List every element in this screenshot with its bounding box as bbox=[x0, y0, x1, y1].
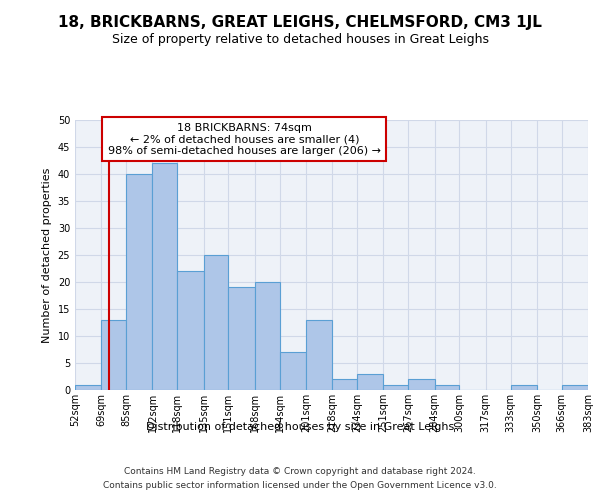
Bar bbox=[357, 374, 383, 390]
Y-axis label: Number of detached properties: Number of detached properties bbox=[42, 168, 52, 342]
Text: Distribution of detached houses by size in Great Leighs: Distribution of detached houses by size … bbox=[146, 422, 454, 432]
Bar bbox=[255, 282, 280, 390]
Bar bbox=[511, 384, 537, 390]
Text: Size of property relative to detached houses in Great Leighs: Size of property relative to detached ho… bbox=[112, 32, 488, 46]
Bar bbox=[306, 320, 332, 390]
Text: 18, BRICKBARNS, GREAT LEIGHS, CHELMSFORD, CM3 1JL: 18, BRICKBARNS, GREAT LEIGHS, CHELMSFORD… bbox=[58, 15, 542, 30]
Bar bbox=[203, 255, 229, 390]
Bar bbox=[280, 352, 306, 390]
Bar bbox=[101, 320, 126, 390]
Bar bbox=[383, 384, 408, 390]
Bar bbox=[434, 384, 460, 390]
Bar bbox=[177, 271, 203, 390]
Bar bbox=[229, 288, 255, 390]
Bar bbox=[332, 379, 357, 390]
Bar bbox=[152, 163, 177, 390]
Bar bbox=[75, 384, 101, 390]
Text: 18 BRICKBARNS: 74sqm
← 2% of detached houses are smaller (4)
98% of semi-detache: 18 BRICKBARNS: 74sqm ← 2% of detached ho… bbox=[108, 122, 381, 156]
Bar bbox=[126, 174, 152, 390]
Bar bbox=[562, 384, 588, 390]
Text: Contains public sector information licensed under the Open Government Licence v3: Contains public sector information licen… bbox=[103, 481, 497, 490]
Bar bbox=[408, 379, 434, 390]
Text: Contains HM Land Registry data © Crown copyright and database right 2024.: Contains HM Land Registry data © Crown c… bbox=[124, 468, 476, 476]
